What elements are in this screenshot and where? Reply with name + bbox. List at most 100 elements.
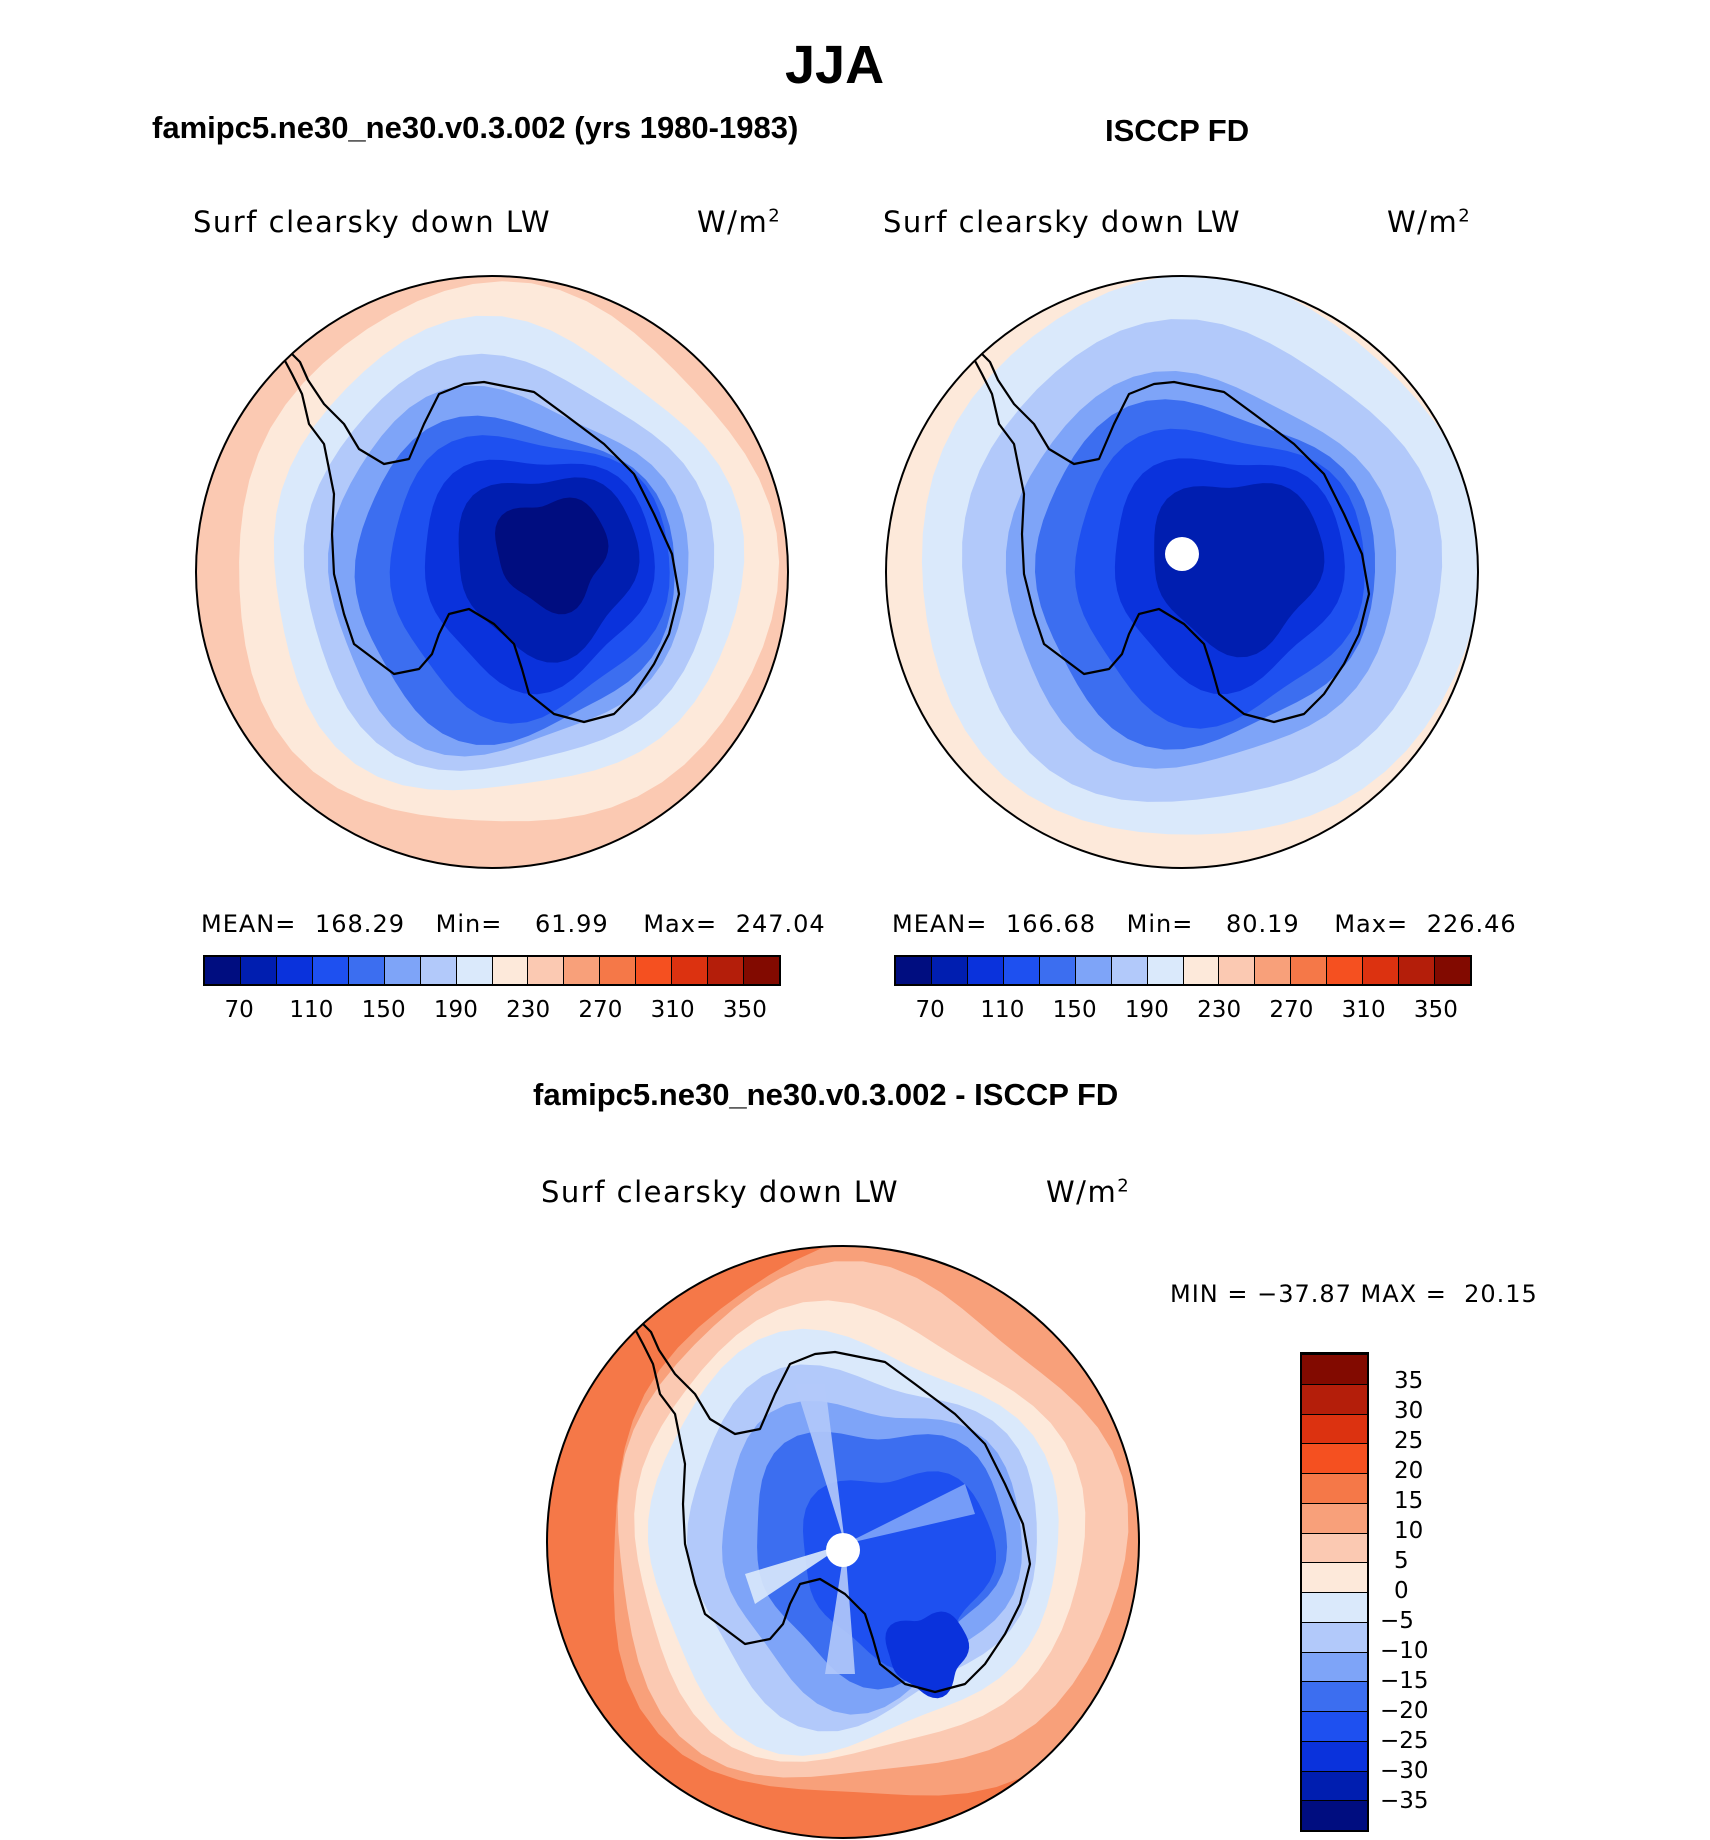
units-exponent: 2 [1458,205,1472,227]
contour-band [745,1544,845,1604]
colorbar-swatch [1302,1443,1367,1473]
map-field [196,276,788,868]
contour-band [825,1544,855,1674]
min-label: Min= [435,910,503,938]
min-value: 80.19 [1225,910,1300,938]
colorbar-swatch [492,957,529,984]
colorbar-tick-label: −30 [1380,1758,1429,1784]
colorbar-tick-label: 190 [433,997,478,1023]
colorbar-swatch [1327,957,1364,984]
panel-units: W/m2 [697,205,781,239]
colorbar-swatch [1302,1502,1367,1533]
colorbar-tick-label: −15 [1380,1668,1429,1694]
diff-variable-title: Surf clearsky down LW [541,1175,900,1209]
colorbar-obs [894,955,1472,986]
mean-value: 166.68 [1006,910,1096,938]
map-boundary [546,1245,1140,1839]
panel-heading-obs: ISCCP FD [1105,113,1250,148]
colorbar-swatch [1302,1711,1367,1741]
colorbar-swatch [1363,957,1400,984]
colorbar-tick-label: 230 [506,997,551,1023]
polar-map-obs [885,275,1479,869]
colorbar-tick-label: 35 [1394,1368,1424,1394]
colorbar-swatch [1003,957,1040,984]
mean-label: MEAN= [201,910,297,938]
colorbar-swatch [564,957,601,984]
colorbar-tick-label: 350 [1413,997,1458,1023]
colorbar-swatch [1302,1562,1367,1592]
panel-units: W/m2 [1387,205,1471,239]
colorbar-tick-label: 110 [289,997,334,1023]
units-base: W/m [1046,1175,1118,1209]
colorbar-swatch [384,957,421,984]
units-exponent: 2 [1117,1175,1131,1197]
colorbar-tick-label: 70 [224,997,254,1023]
min-value: 61.99 [534,910,609,938]
colorbar-labels: 70 110 150 190 230 270 310 350 [894,997,1472,1027]
colorbar-swatch [1302,1413,1367,1444]
colorbar-tick-label: 25 [1394,1428,1424,1454]
polar-map-diff [546,1245,1140,1839]
missing-pole-marker [1165,537,1199,571]
colorbar-swatch [744,957,779,984]
coastline [972,350,1371,724]
colorbar-swatch [931,957,968,984]
colorbar-swatch [1435,957,1470,984]
colorbar-tick-label: 150 [1052,997,1097,1023]
colorbar-tick-label: 150 [361,997,406,1023]
colorbar-swatch [240,957,277,984]
colorbar-swatch [600,957,637,984]
min-label: Min= [1126,910,1194,938]
colorbar-swatch [1291,957,1328,984]
colorbar-swatch [1302,1681,1367,1711]
contour-band [885,1611,970,1699]
colorbar-tick-label: −5 [1380,1608,1414,1634]
colorbar-swatch [672,957,709,984]
colorbar-tick-label: −20 [1380,1698,1429,1724]
colorbar-tick-label: 0 [1394,1578,1409,1604]
colorbar-tick-label: 270 [1269,997,1314,1023]
missing-pole-marker [826,1533,860,1567]
colorbar-swatch [1302,1473,1367,1503]
colorbar-swatch [1147,957,1184,984]
colorbar-swatch [1302,1354,1367,1384]
colorbar-tick-label: 70 [915,997,945,1023]
map-boundary [885,275,1479,869]
colorbar-swatch [1302,1800,1367,1830]
colorbar-swatch [1183,957,1220,984]
panel-variable-title: Surf clearsky down LW [883,205,1242,239]
units-base: W/m [1387,205,1459,239]
colorbar-swatch [708,957,745,984]
max-label: Max= [643,910,718,938]
colorbar-swatch [1302,1770,1367,1801]
colorbar-swatch [1302,1621,1367,1652]
colorbar-model [203,955,781,986]
colorbar-tick-label: 10 [1394,1518,1424,1544]
colorbar-diff [1300,1352,1369,1832]
colorbar-tick-label: 5 [1394,1548,1409,1574]
colorbar-swatch [1399,957,1436,984]
colorbar-swatch [1255,957,1292,984]
colorbar-swatch [1039,957,1076,984]
diff-units: W/m2 [1046,1175,1130,1209]
colorbar-tick-label: 350 [722,997,767,1023]
coastline [633,1320,1032,1694]
contour-band [845,1484,975,1544]
colorbar-swatch [1302,1651,1367,1682]
contour-band [1154,483,1325,658]
max-value: 226.46 [1426,910,1517,938]
panel-heading-model: famipc5.ne30_ne30.v0.3.002 (yrs 1980-198… [152,110,799,145]
colorbar-tick-label: 310 [650,997,695,1023]
colorbar-swatch [276,957,313,984]
figure-title: JJA [785,35,885,95]
colorbar-tick-label: 270 [578,997,623,1023]
diff-stats: MIN = −37.87 MAX = 20.15 [1170,1280,1538,1308]
map-field [547,1246,1139,1838]
colorbar-tick-label: −35 [1380,1788,1429,1814]
colorbar-swatch [1111,957,1148,984]
max-label: Max= [1334,910,1409,938]
colorbar-tick-label: 190 [1124,997,1169,1023]
colorbar-swatch [967,957,1004,984]
colorbar-tick-label: 230 [1197,997,1242,1023]
diff-heading: famipc5.ne30_ne30.v0.3.002 - ISCCP FD [533,1077,1119,1112]
